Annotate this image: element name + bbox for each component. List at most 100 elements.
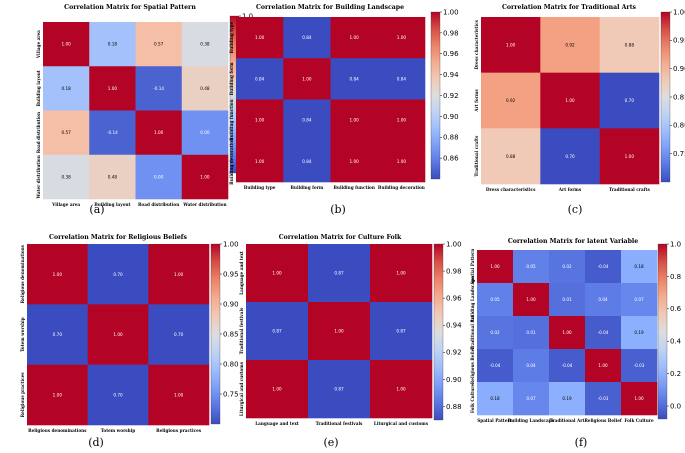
colorbar-tick-label: 0.86 bbox=[443, 155, 459, 163]
cell-value-label: 1.00 bbox=[490, 264, 500, 269]
heatmap-cell bbox=[27, 364, 88, 426]
colorbar-tick-label: 1.0 bbox=[242, 12, 253, 20]
cell-value-label: 1.00 bbox=[506, 42, 516, 47]
heatmap-cell bbox=[181, 154, 229, 200]
cell-value-label: 0.70 bbox=[113, 392, 123, 397]
heatmap-cell bbox=[540, 128, 600, 185]
heatmap-cell bbox=[27, 244, 88, 305]
panel-label: (f) bbox=[575, 436, 588, 449]
colorbar-tick-label: 0.96 bbox=[443, 50, 459, 58]
cell-value-label: 1.00 bbox=[397, 118, 407, 123]
row-tick-label: Building decoration bbox=[229, 138, 234, 185]
heatmap-cell bbox=[513, 349, 550, 383]
column-tick-label: Building form bbox=[290, 185, 324, 190]
row-tick-label: Folk Culture bbox=[470, 384, 475, 414]
column-tick-label: Building Landscape bbox=[508, 418, 555, 423]
heatmap-cell bbox=[377, 99, 426, 142]
heatmap-cell bbox=[246, 360, 309, 419]
colorbar-tick-label: 1.0 bbox=[670, 240, 681, 248]
heatmap-cell bbox=[308, 360, 371, 419]
heatmap-panel-5: Correlation Matrix for Culture Folk 1.00 0… bbox=[239, 234, 462, 449]
cell-value-label: 0.84 bbox=[255, 76, 265, 81]
cell-value-label: 0.38 bbox=[200, 42, 210, 47]
heatmap-cell bbox=[89, 110, 136, 156]
heatmap-cell bbox=[481, 72, 541, 129]
heatmap-cell bbox=[246, 244, 309, 303]
cell-value-label: 0.07 bbox=[634, 297, 644, 302]
cell-value-label: 1.00 bbox=[396, 387, 406, 392]
heatmap-cell bbox=[148, 244, 210, 305]
cell-value-label: 1.00 bbox=[302, 76, 312, 81]
cell-value-label: 0.84 bbox=[302, 159, 312, 164]
heatmap-cell bbox=[87, 304, 149, 365]
colorbar bbox=[210, 243, 221, 425]
cell-value-label: 0.48 bbox=[108, 174, 118, 179]
cell-value-label: 1.00 bbox=[174, 272, 184, 277]
column-tick-label: Religious practices bbox=[156, 428, 202, 433]
heatmap-cell bbox=[330, 140, 379, 183]
heatmap-cell bbox=[477, 316, 514, 350]
cell-value-label: 0.01 bbox=[562, 297, 572, 302]
cell-value-label: 0.70 bbox=[113, 272, 123, 277]
colorbar-tick-label: 0.98 bbox=[446, 267, 462, 275]
heatmap-cell bbox=[477, 283, 514, 317]
column-tick-label: Building decoration bbox=[378, 185, 425, 190]
colorbar-tick-label: 0.92 bbox=[446, 349, 462, 357]
row-tick-label: Water distribution bbox=[36, 155, 41, 199]
cell-value-label: 0.87 bbox=[334, 387, 344, 392]
heatmap-cell bbox=[549, 250, 586, 284]
colorbar-tick-label: 0.90 bbox=[673, 65, 685, 73]
cell-value-label: 0.87 bbox=[396, 329, 406, 334]
cell-value-label: -0.14 bbox=[153, 86, 164, 91]
cell-value-label: 1.00 bbox=[634, 396, 644, 401]
heatmap-cell bbox=[236, 58, 284, 100]
heatmap-cell bbox=[181, 66, 229, 111]
heatmap-cell bbox=[308, 302, 371, 361]
heatmap-cell bbox=[540, 72, 600, 129]
heatmap-cell bbox=[148, 304, 210, 365]
panel-title: Correlation Matrix for latent Variable bbox=[508, 238, 638, 245]
heatmap-cell bbox=[513, 382, 550, 416]
cell-value-label: 1.00 bbox=[174, 392, 184, 397]
cell-value-label: 0.84 bbox=[302, 118, 312, 123]
cell-value-label: 1.00 bbox=[255, 118, 265, 123]
colorbar-tick-label: 1.00 bbox=[223, 240, 239, 248]
heatmap-cell bbox=[43, 154, 90, 200]
row-tick-label: Spatial Pattern bbox=[470, 249, 475, 285]
cell-value-label: -0.03 bbox=[598, 396, 609, 401]
cell-value-label: 1.00 bbox=[53, 272, 63, 277]
heatmap-cell bbox=[377, 140, 426, 183]
row-tick-label: Building Landscape bbox=[470, 276, 475, 323]
colorbar-tick-label: 0.75 bbox=[223, 390, 239, 398]
heatmap-cell bbox=[89, 66, 136, 111]
row-tick-label: Religious Belief bbox=[470, 346, 475, 385]
colorbar bbox=[657, 243, 668, 420]
colorbar-tick-label: 0.4 bbox=[670, 338, 682, 346]
heatmap-panel-4: Correlation Matrix for Religious Beliefs… bbox=[20, 234, 239, 449]
column-tick-label: Dress characteristics bbox=[486, 187, 536, 192]
colorbar-tick-label: 1.00 bbox=[673, 8, 685, 16]
heatmap-cell bbox=[135, 66, 183, 111]
cell-value-label: -0.04 bbox=[490, 363, 501, 368]
cell-value-label: 0.18 bbox=[490, 396, 500, 401]
cell-value-label: 0.00 bbox=[200, 130, 210, 135]
heatmap-cell bbox=[585, 349, 622, 383]
cell-value-label: 0.88 bbox=[625, 42, 635, 47]
colorbar-tick-label: 0.80 bbox=[223, 360, 239, 368]
heatmap-cell bbox=[89, 22, 136, 67]
heatmap-cell bbox=[549, 382, 586, 416]
colorbar-tick-label: 0.90 bbox=[446, 376, 462, 384]
heatmap-cell bbox=[181, 110, 229, 156]
heatmap-cell bbox=[181, 22, 229, 67]
cell-value-label: -0.03 bbox=[634, 363, 645, 368]
cell-value-label: 1.00 bbox=[349, 118, 359, 123]
column-tick-label: Spatial Pattern bbox=[477, 418, 513, 423]
row-tick-label: Religious practices bbox=[20, 372, 25, 418]
colorbar-tick-label: 1.00 bbox=[446, 240, 462, 248]
cell-value-label: 1.00 bbox=[396, 271, 406, 276]
colorbar-tick-label: 0.90 bbox=[443, 113, 459, 121]
cell-value-label: 1.00 bbox=[255, 159, 265, 164]
heatmap-cell bbox=[477, 382, 514, 416]
cell-value-label: 1.00 bbox=[565, 98, 575, 103]
cell-value-label: 0.19 bbox=[562, 396, 572, 401]
